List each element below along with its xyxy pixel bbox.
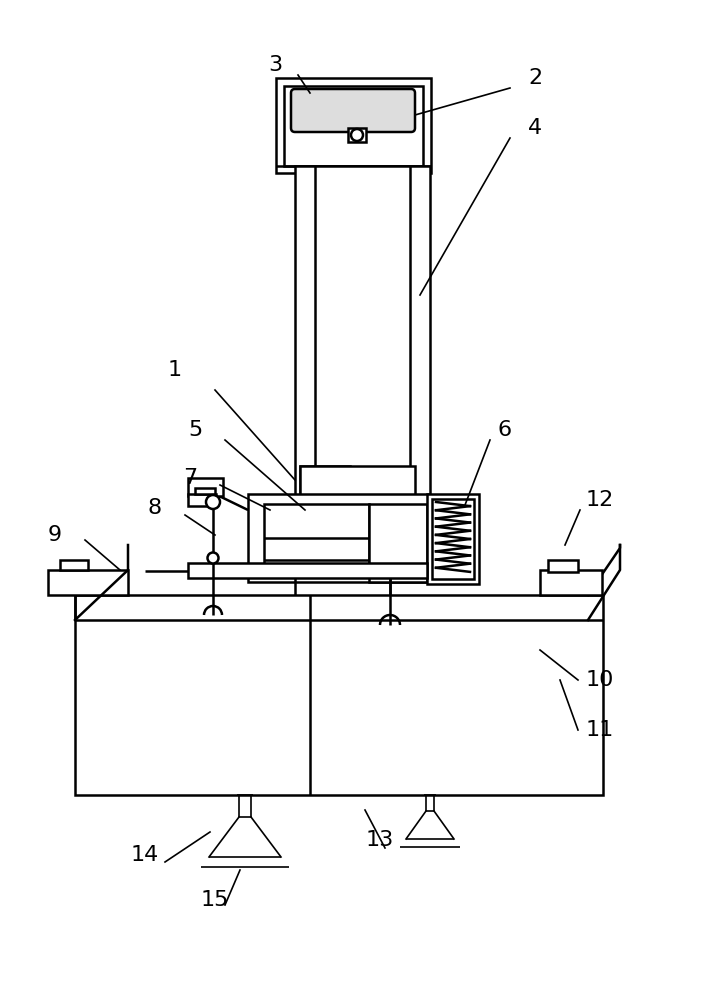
Text: 9: 9 <box>48 525 62 545</box>
Bar <box>300 466 415 496</box>
Text: 4: 4 <box>528 118 542 138</box>
Bar <box>75 595 603 795</box>
Bar <box>188 478 223 496</box>
Text: 12: 12 <box>586 490 614 510</box>
Bar <box>276 78 431 173</box>
Bar <box>195 488 215 494</box>
Bar <box>264 504 369 572</box>
Text: 8: 8 <box>148 498 162 518</box>
Text: 15: 15 <box>201 890 230 910</box>
Bar <box>300 466 350 521</box>
Text: 2: 2 <box>528 68 542 88</box>
Text: 6: 6 <box>498 420 512 440</box>
Bar <box>432 499 474 579</box>
Bar <box>248 494 428 582</box>
Bar <box>284 86 423 166</box>
Circle shape <box>351 129 363 141</box>
Text: 3: 3 <box>268 55 282 75</box>
Bar <box>540 570 602 595</box>
Bar <box>348 128 366 142</box>
Bar <box>369 504 427 582</box>
Text: 7: 7 <box>183 468 197 488</box>
Text: 14: 14 <box>131 845 159 865</box>
Bar <box>60 560 88 570</box>
Bar <box>548 560 578 572</box>
Text: 11: 11 <box>586 720 614 740</box>
Text: 13: 13 <box>366 830 394 850</box>
FancyBboxPatch shape <box>291 89 415 132</box>
Bar <box>48 570 128 595</box>
Bar <box>188 563 427 578</box>
Text: 1: 1 <box>168 360 182 380</box>
Bar <box>188 494 216 506</box>
Text: 10: 10 <box>586 670 614 690</box>
Circle shape <box>207 552 219 564</box>
Text: 5: 5 <box>188 420 202 440</box>
Bar <box>427 494 479 584</box>
Bar <box>295 166 430 546</box>
Circle shape <box>206 495 220 509</box>
